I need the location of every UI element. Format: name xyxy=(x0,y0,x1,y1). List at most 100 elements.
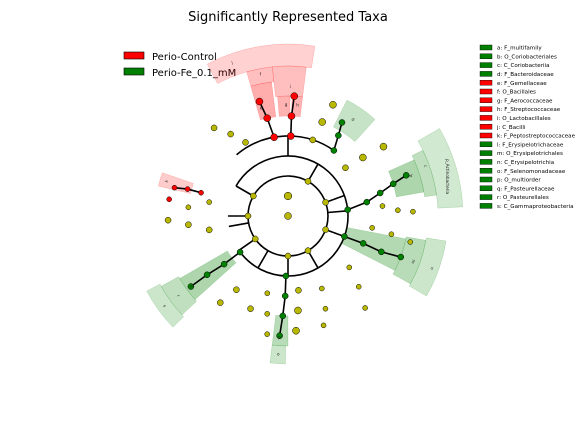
node-15 xyxy=(379,203,386,209)
key-label-4: e: F_Gemellaceae xyxy=(497,81,547,87)
clade-label-lacto_i: i xyxy=(290,84,291,89)
key-label-8: i: O_Lactobacillales xyxy=(497,116,551,122)
node-74 xyxy=(264,331,270,337)
sector-bacteroidaceae-d xyxy=(333,99,376,143)
key-label-0: a: F_multifamily xyxy=(497,46,542,52)
figure-title: Significantly Represented Taxa xyxy=(188,10,388,25)
key-label-17: r: O_Pasteurellales xyxy=(497,195,549,201)
sector-gemellaceae-e xyxy=(250,81,277,121)
branch-11 xyxy=(228,222,249,228)
cladogram-tree xyxy=(174,96,407,336)
node-66 xyxy=(205,226,213,234)
key-label-12: m: O_Erysipelotrichales xyxy=(497,151,563,157)
key-swatch-13 xyxy=(479,159,493,165)
branch-pasteurellaceae xyxy=(190,251,241,288)
clade-labels: p_Actinobacteria c b d n m l o p s r q j f i e g h k xyxy=(162,60,450,357)
clade-label-actinobacteria: p_Actinobacteria xyxy=(445,159,450,194)
legend-label-control: Perio-Control xyxy=(152,52,217,63)
key-swatch-2 xyxy=(479,62,493,68)
key-swatch-0 xyxy=(479,44,493,51)
node-46 xyxy=(287,112,296,120)
key-label-13: n: C_Erysipelotrichia xyxy=(497,160,554,166)
node-67 xyxy=(185,221,192,228)
branch-5 xyxy=(307,250,319,269)
node-36 xyxy=(220,260,228,268)
clade-label-coriobacteriales_b: b xyxy=(408,174,414,179)
node-41 xyxy=(247,305,254,312)
branch-8 xyxy=(238,238,256,252)
node-13 xyxy=(389,180,397,188)
node-54 xyxy=(309,136,316,144)
node-58 xyxy=(359,153,367,162)
clade-label-pasteur_q: q xyxy=(189,283,195,288)
key-label-7: h: F_Streptococcaceae xyxy=(497,107,561,113)
clade-label-gem_e: e xyxy=(259,105,263,111)
key-label-18: s: C_Gammaproteobacteria xyxy=(497,204,574,210)
sector-lactobacillales-i xyxy=(272,65,307,98)
sector-bacilli-j xyxy=(206,43,316,84)
node-71 xyxy=(166,196,172,203)
legend-swatch-control xyxy=(123,51,145,60)
node-33 xyxy=(294,306,302,315)
node-32 xyxy=(295,287,302,294)
node-57 xyxy=(342,164,349,172)
key-label-10: k: F_Peptostreptococcaceae xyxy=(497,134,576,140)
node-47 xyxy=(290,92,299,100)
branch-erysipelotrichia xyxy=(344,235,401,258)
key-swatch-1 xyxy=(479,53,493,59)
clade-label-erys_l: l xyxy=(392,253,397,256)
node-45 xyxy=(287,132,295,140)
node-25 xyxy=(369,225,375,231)
sector-bacillales-f xyxy=(246,66,275,87)
node-35 xyxy=(236,248,244,256)
clade-label-bacilli_j: j xyxy=(230,60,234,65)
node-18 xyxy=(330,147,338,154)
key-label-15: p: O_multiorder xyxy=(497,178,541,184)
node-70 xyxy=(185,204,192,211)
key-label-9: j: C_Bacilli xyxy=(496,125,526,131)
key-swatch-7 xyxy=(479,106,493,112)
key-label-5: f: O_Bacillales xyxy=(497,90,536,96)
branch-9 xyxy=(235,185,254,197)
clade-label-pasteur_r: r xyxy=(176,294,181,298)
node-39 xyxy=(233,286,240,293)
node-0 xyxy=(284,212,292,220)
node-9 xyxy=(244,212,252,220)
ring-class xyxy=(235,155,349,277)
clade-label-coriobacteriia_c: c xyxy=(423,164,429,169)
node-29 xyxy=(281,292,289,300)
clade-key-list: a: F_multifamily b: O_Coriobacteriales c: … xyxy=(479,44,576,210)
node-38 xyxy=(187,283,195,290)
sector-gammaproteobacteria-s xyxy=(146,283,185,328)
branch-7 xyxy=(257,250,269,269)
node-22 xyxy=(359,240,367,247)
sector-erysipelotrichia-n xyxy=(408,237,447,297)
node-14 xyxy=(402,172,410,179)
cladogram-nodes xyxy=(164,92,416,339)
node-63 xyxy=(319,285,325,292)
clade-label-bact_d: d xyxy=(351,117,356,123)
key-swatch-8 xyxy=(479,115,493,121)
key-label-2: c: C_Coriobacteriia xyxy=(497,63,550,69)
clade-label-erys_m: m xyxy=(410,259,416,265)
clade-label-seleno_o: o xyxy=(277,352,280,357)
key-swatch-9 xyxy=(479,123,493,130)
legend-swatch-fe xyxy=(123,67,145,76)
node-11 xyxy=(363,198,371,206)
sector-selenomonadaceae-o xyxy=(269,344,286,365)
key-swatch-17 xyxy=(479,194,493,200)
node-60 xyxy=(346,264,353,271)
sector-coriobacteriia-c xyxy=(411,149,437,198)
node-3 xyxy=(322,199,329,206)
key-swatch-6 xyxy=(479,97,493,104)
node-26 xyxy=(388,231,395,237)
key-label-14: o: F_Selenomonadaceae xyxy=(497,169,566,175)
node-4 xyxy=(322,226,329,233)
node-69 xyxy=(206,199,212,205)
node-52 xyxy=(227,130,234,138)
clade-label-strep_h: h xyxy=(296,102,299,107)
clade-label-erys_n: n xyxy=(429,266,435,271)
node-62 xyxy=(362,305,368,311)
node-12 xyxy=(376,189,384,197)
